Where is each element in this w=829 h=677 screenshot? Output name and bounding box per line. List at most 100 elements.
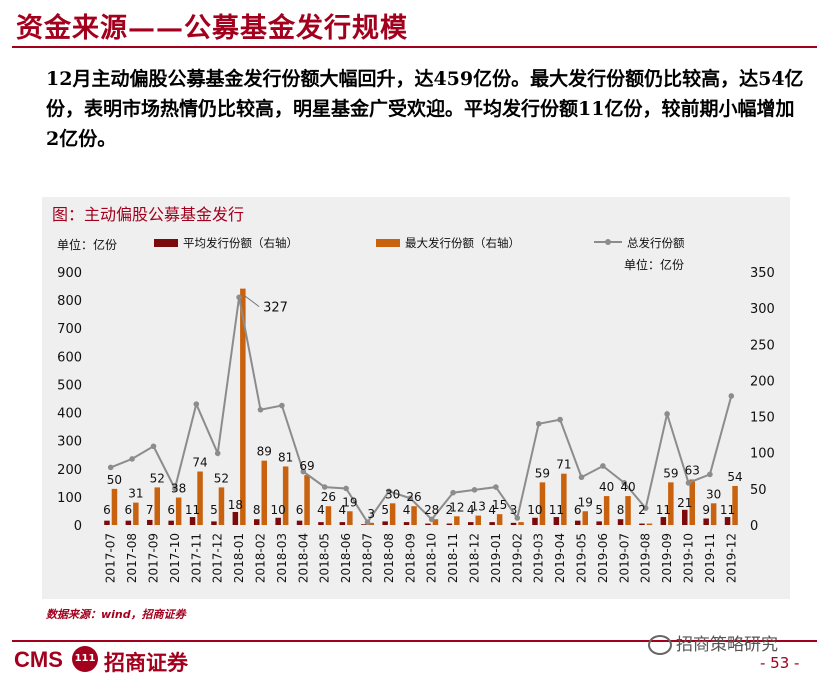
average-bar: [339, 522, 346, 525]
total-point: [728, 393, 735, 399]
max-bar: [411, 506, 417, 525]
total-point: [621, 480, 628, 486]
max-bar-label: 74: [192, 456, 207, 470]
max-bar: [154, 487, 160, 525]
average-bar: [553, 517, 560, 525]
x-tick-label: 2017-07: [104, 533, 118, 583]
x-tick-label: 2019-11: [703, 533, 717, 583]
average-bar-label: 11: [720, 503, 735, 517]
average-bar: [446, 523, 453, 525]
legend-swatch-average: [154, 239, 178, 247]
average-bar: [660, 517, 667, 525]
average-bar: [168, 520, 174, 525]
x-tick-label: 2018-08: [382, 533, 396, 583]
total-point: [428, 516, 435, 523]
right-axis: 0 50 100 150 200 250 300 350: [750, 266, 775, 534]
average-bar: [189, 517, 196, 525]
chart-panel: [42, 197, 790, 599]
source-note: 数据来源：wind，招商证券: [46, 608, 186, 621]
total-point: [514, 515, 521, 521]
left-tick-label: 500: [57, 378, 82, 393]
total-point: [535, 421, 542, 427]
total-point: [664, 411, 670, 417]
average-bars: [104, 509, 731, 525]
x-tick-label: 2018-09: [403, 533, 417, 583]
total-point: [685, 480, 692, 486]
average-bar: [254, 519, 260, 525]
max-bar-label: 30: [385, 487, 400, 501]
total-point: [600, 463, 606, 469]
max-bar-label: 52: [150, 471, 165, 485]
max-bar-label: 59: [663, 466, 678, 480]
total-point: [364, 519, 371, 525]
average-bar: [382, 521, 388, 525]
right-tick-label: 350: [750, 266, 775, 281]
total-point: [471, 487, 478, 493]
max-bar-label: 38: [171, 482, 186, 496]
callout-leader: [242, 294, 260, 308]
logo-cms-text: CMS: [14, 647, 63, 672]
max-bar: [475, 515, 481, 525]
max-bar: [347, 511, 353, 525]
max-bar-label: 50: [107, 473, 122, 487]
right-tick-label: 250: [750, 338, 775, 353]
x-tick-label: 2018-07: [361, 533, 375, 583]
total-point: [129, 456, 135, 462]
summary-text: 12月主动偏股公募基金发行份额大幅回升，达459亿份。最大发行份额仍比较高，达5…: [46, 68, 804, 150]
page-number: - 53 -: [760, 654, 800, 672]
average-bar: [232, 511, 239, 525]
x-axis: 2017-07 2017-08 2017-09 2017-10 2017-11 2017-…: [104, 533, 739, 583]
average-bar-label: 7: [146, 503, 154, 517]
max-bar: [240, 288, 246, 525]
x-tick-label: 2017-11: [189, 533, 203, 583]
total-point: [642, 505, 649, 511]
x-tick-label: 2019-06: [596, 533, 610, 583]
right-tick-label: 0: [750, 519, 758, 534]
average-bar: [211, 521, 217, 525]
total-point: [407, 495, 414, 502]
max-bar-label: 19: [578, 495, 593, 509]
max-bar: [218, 487, 225, 525]
left-tick-label: 800: [57, 294, 82, 309]
x-tick-label: 2019-01: [489, 533, 503, 583]
x-tick-label: 2018-05: [318, 533, 332, 583]
average-bar: [125, 520, 132, 525]
x-tick-label: 2018-10: [425, 533, 439, 583]
left-tick-label: 200: [57, 463, 82, 478]
average-bar-label: 6: [574, 503, 582, 517]
max-bar: [261, 460, 267, 525]
average-bar-label: 2: [424, 503, 432, 517]
average-bar-label: 3: [510, 503, 518, 517]
max-bar: [197, 471, 203, 525]
x-tick-label: 2019-10: [682, 533, 696, 583]
average-bar: [296, 520, 303, 525]
x-tick-label: 2019-04: [553, 533, 567, 583]
average-bar-label: 21: [677, 496, 692, 510]
max-bar-label: 26: [321, 490, 336, 504]
average-bar-label: 18: [228, 498, 243, 512]
max-bars: [111, 288, 738, 525]
peak-callout: 327: [242, 294, 288, 316]
x-tick-label: 2017-12: [211, 533, 225, 583]
average-bar: [682, 509, 688, 525]
max-bar: [646, 523, 653, 525]
average-bar-label: 8: [617, 503, 625, 517]
chart-title: 图：主动偏股公募基金发行: [52, 205, 244, 224]
right-tick-label: 200: [750, 374, 775, 389]
total-point: [707, 471, 713, 478]
max-bar: [454, 516, 460, 525]
average-bar-label: 10: [271, 503, 286, 517]
max-bar: [304, 475, 310, 525]
x-tick-label: 2019-12: [724, 533, 738, 583]
issuance-chart: 图：主动偏股公募基金发行 单位：亿份 单位：亿份 平均发行份额（右轴） 最大发行…: [52, 205, 775, 583]
average-bar: [724, 517, 731, 525]
footer-divider: [12, 640, 817, 642]
left-unit-label: 单位：亿份: [57, 237, 117, 252]
average-bar-label: 9: [702, 503, 710, 517]
left-tick-label: 900: [57, 266, 82, 281]
max-bar: [625, 496, 631, 525]
average-bar-label: 6: [167, 503, 175, 517]
max-bar: [389, 503, 396, 525]
legend-marker-total: [605, 239, 611, 245]
max-bar: [582, 511, 588, 525]
